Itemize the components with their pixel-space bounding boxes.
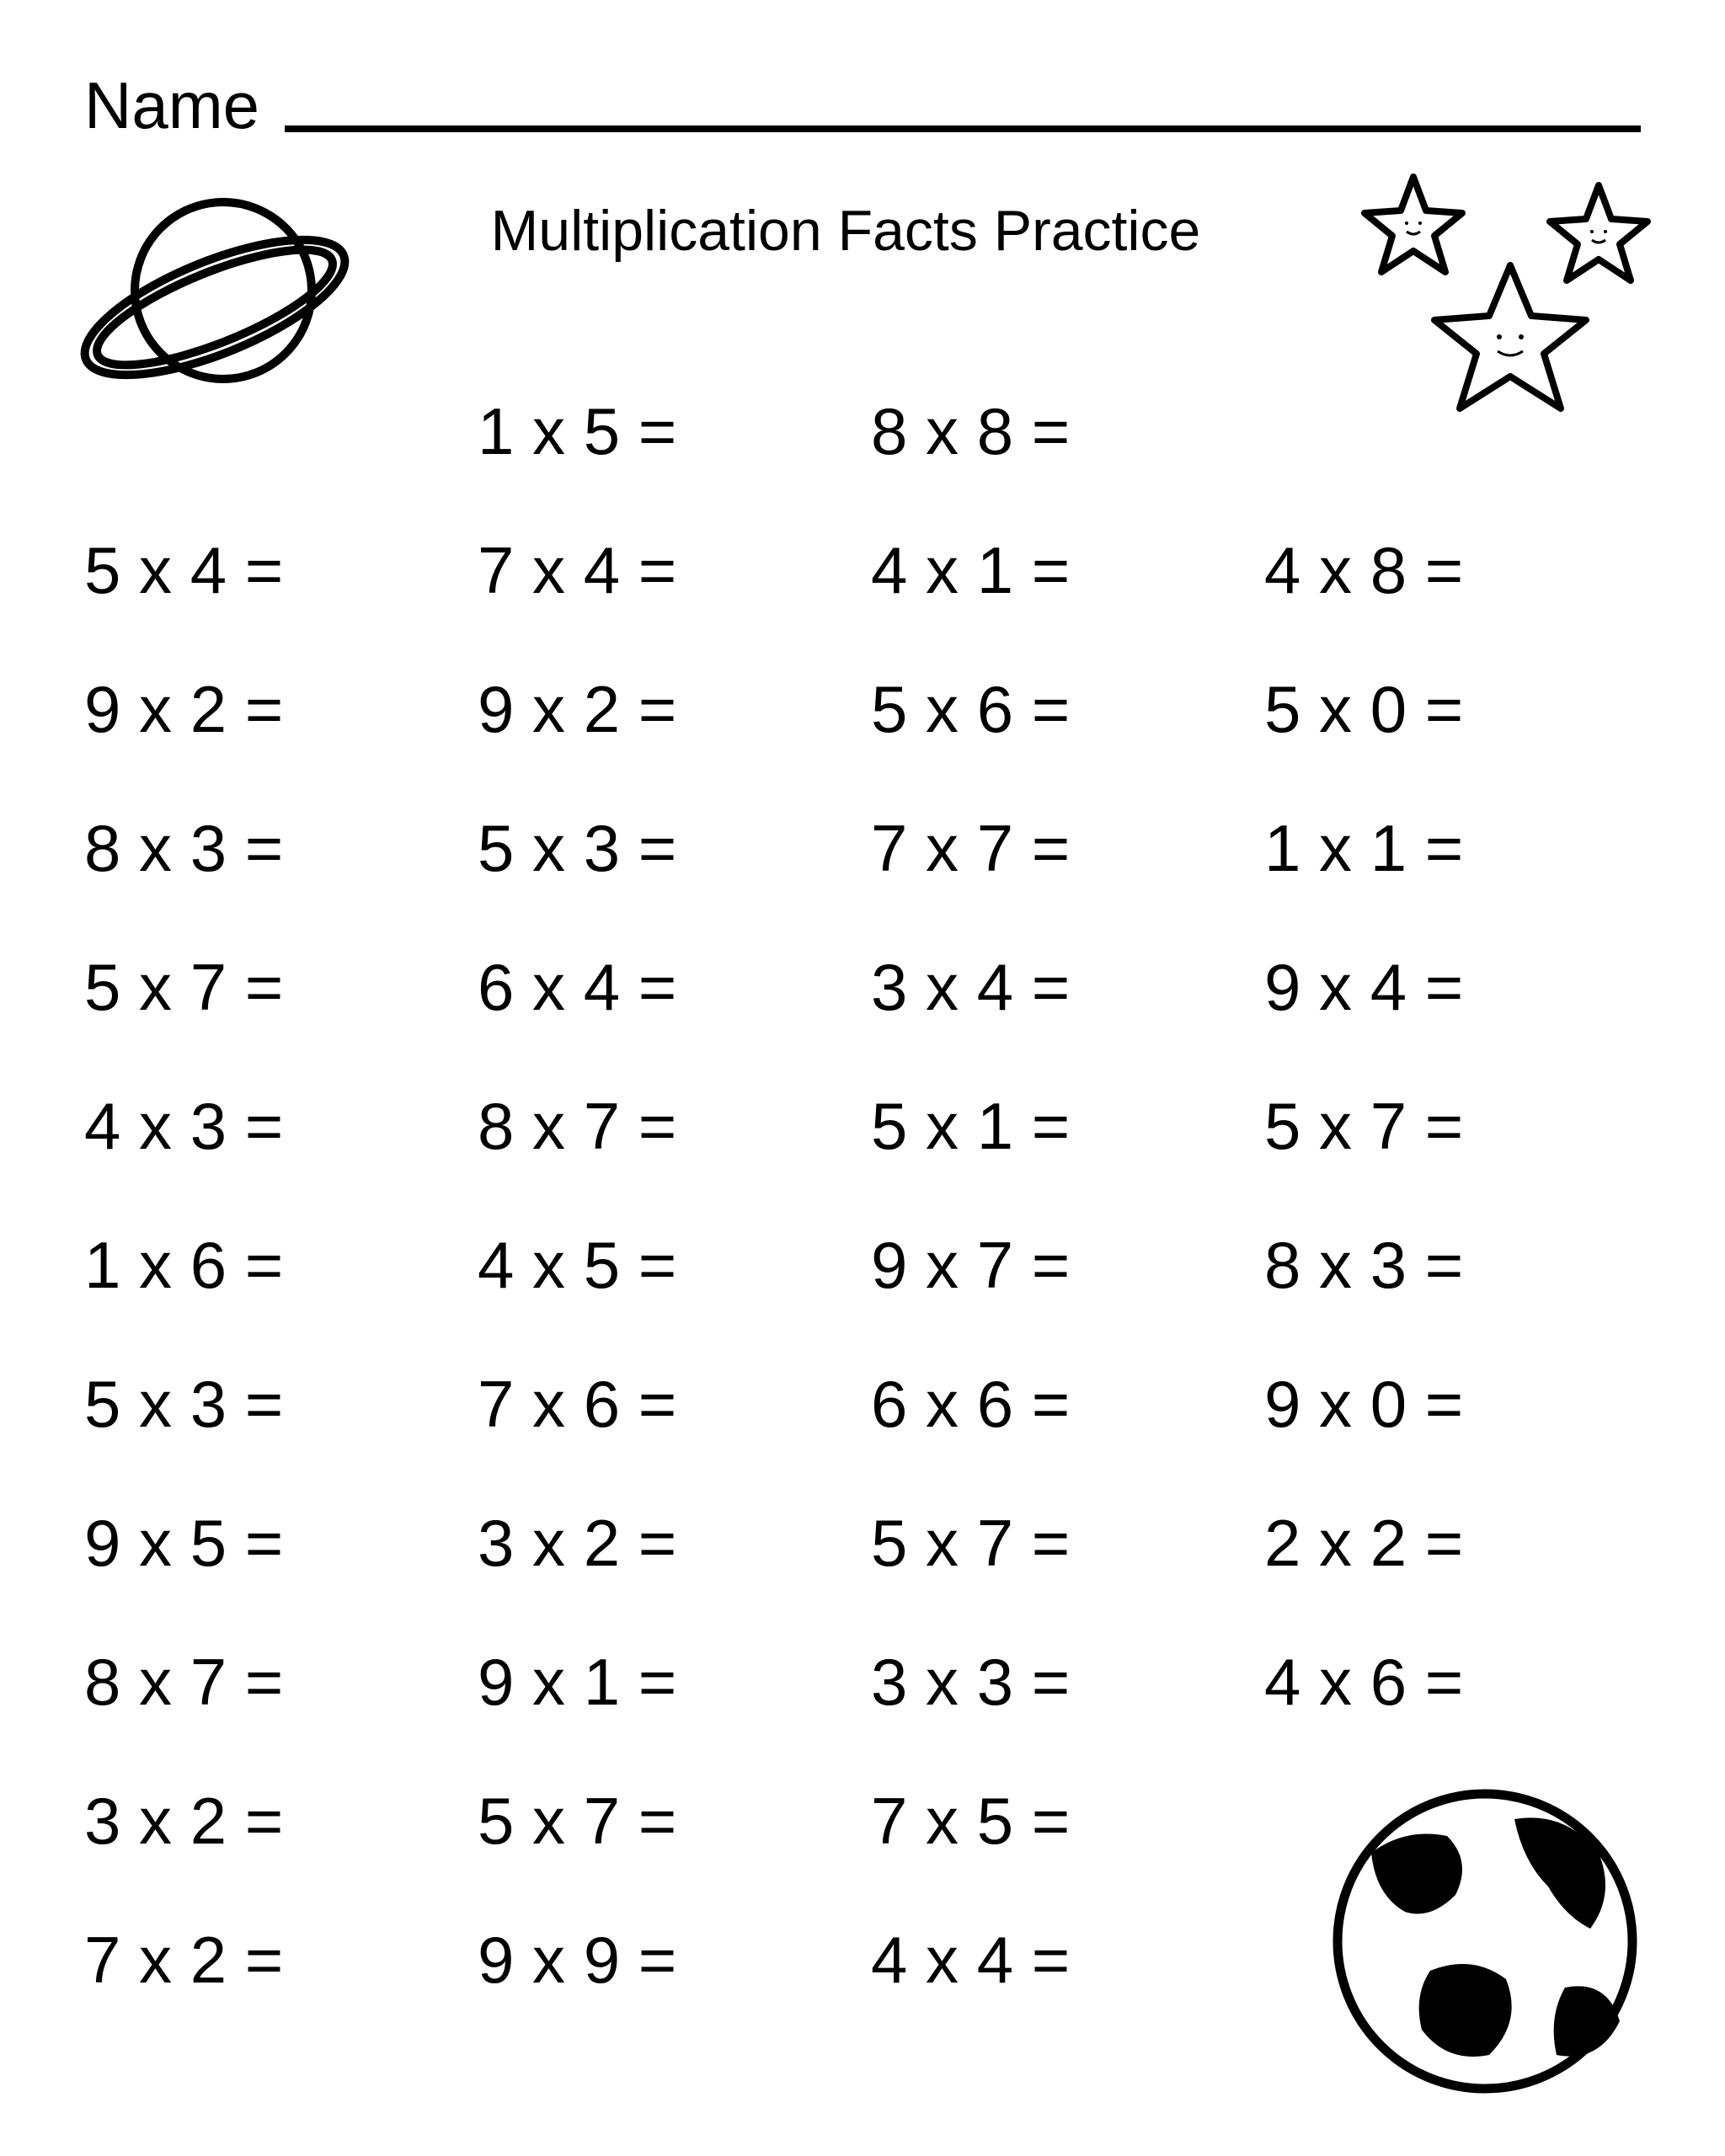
multiplication-problem: 8 x 7 =: [478, 1057, 854, 1196]
multiplication-problem: 6 x 6 =: [871, 1335, 1247, 1474]
multiplication-problem: 9 x 1 =: [478, 1613, 854, 1752]
multiplication-problem: 5 x 4 =: [84, 501, 461, 640]
name-label: Name: [84, 67, 259, 144]
multiplication-problem: 5 x 0 =: [1264, 640, 1641, 779]
multiplication-problem: 7 x 7 =: [871, 779, 1247, 918]
column-2: 1 x 5 =7 x 4 =9 x 2 =5 x 3 =6 x 4 =8 x 7…: [478, 362, 854, 2030]
multiplication-problem: 3 x 4 =: [871, 918, 1247, 1057]
multiplication-problem: 9 x 7 =: [871, 1196, 1247, 1335]
multiplication-problem: 8 x 3 =: [84, 779, 461, 918]
multiplication-problem: 6 x 4 =: [478, 918, 854, 1057]
multiplication-problem: 5 x 3 =: [84, 1335, 461, 1474]
multiplication-problem: 7 x 5 =: [871, 1752, 1247, 1891]
multiplication-problem: 5 x 3 =: [478, 779, 854, 918]
multiplication-problem: 4 x 4 =: [871, 1891, 1247, 2030]
multiplication-problem: 1 x 6 =: [84, 1196, 461, 1335]
multiplication-problem: 4 x 1 =: [871, 501, 1247, 640]
multiplication-problem: 9 x 4 =: [1264, 918, 1641, 1057]
multiplication-problem: 5 x 7 =: [1264, 1057, 1641, 1196]
multiplication-problem: 9 x 2 =: [84, 640, 461, 779]
multiplication-problem: 8 x 8 =: [871, 362, 1247, 501]
spacer: [84, 362, 461, 501]
multiplication-problem: 4 x 5 =: [478, 1196, 854, 1335]
name-input-line[interactable]: [285, 125, 1641, 132]
multiplication-problem: 5 x 1 =: [871, 1057, 1247, 1196]
multiplication-problem: 1 x 5 =: [478, 362, 854, 501]
multiplication-problem: 7 x 4 =: [478, 501, 854, 640]
multiplication-problem: 5 x 7 =: [84, 918, 461, 1057]
multiplication-problem: 7 x 6 =: [478, 1335, 854, 1474]
multiplication-problem: 4 x 8 =: [1264, 501, 1641, 640]
multiplication-problem: 9 x 0 =: [1264, 1335, 1641, 1474]
worksheet-title: Multiplication Facts Practice: [404, 198, 1287, 264]
multiplication-problem: 4 x 3 =: [84, 1057, 461, 1196]
multiplication-problem: 9 x 5 =: [84, 1474, 461, 1613]
problems-grid: 5 x 4 =9 x 2 =8 x 3 =5 x 7 =4 x 3 =1 x 6…: [84, 362, 1641, 2030]
column-3: 8 x 8 =4 x 1 =5 x 6 =7 x 7 =3 x 4 =5 x 1…: [871, 362, 1247, 2030]
multiplication-problem: 9 x 9 =: [478, 1891, 854, 2030]
column-4: 4 x 8 =5 x 0 =1 x 1 =9 x 4 =5 x 7 =8 x 3…: [1264, 362, 1641, 2030]
multiplication-problem: 3 x 3 =: [871, 1613, 1247, 1752]
multiplication-problem: 2 x 2 =: [1264, 1474, 1641, 1613]
multiplication-problem: 8 x 7 =: [84, 1613, 461, 1752]
multiplication-problem: 5 x 6 =: [871, 640, 1247, 779]
multiplication-problem: 3 x 2 =: [478, 1474, 854, 1613]
multiplication-problem: 3 x 2 =: [84, 1752, 461, 1891]
multiplication-problem: 9 x 2 =: [478, 640, 854, 779]
multiplication-problem: 5 x 7 =: [871, 1474, 1247, 1613]
column-1: 5 x 4 =9 x 2 =8 x 3 =5 x 7 =4 x 3 =1 x 6…: [84, 362, 461, 2030]
multiplication-problem: 7 x 2 =: [84, 1891, 461, 2030]
multiplication-problem: 1 x 1 =: [1264, 779, 1641, 918]
multiplication-problem: 5 x 7 =: [478, 1752, 854, 1891]
name-row: Name: [84, 67, 1641, 144]
spacer: [1264, 362, 1641, 501]
multiplication-problem: 4 x 6 =: [1264, 1613, 1641, 1752]
multiplication-problem: 8 x 3 =: [1264, 1196, 1641, 1335]
